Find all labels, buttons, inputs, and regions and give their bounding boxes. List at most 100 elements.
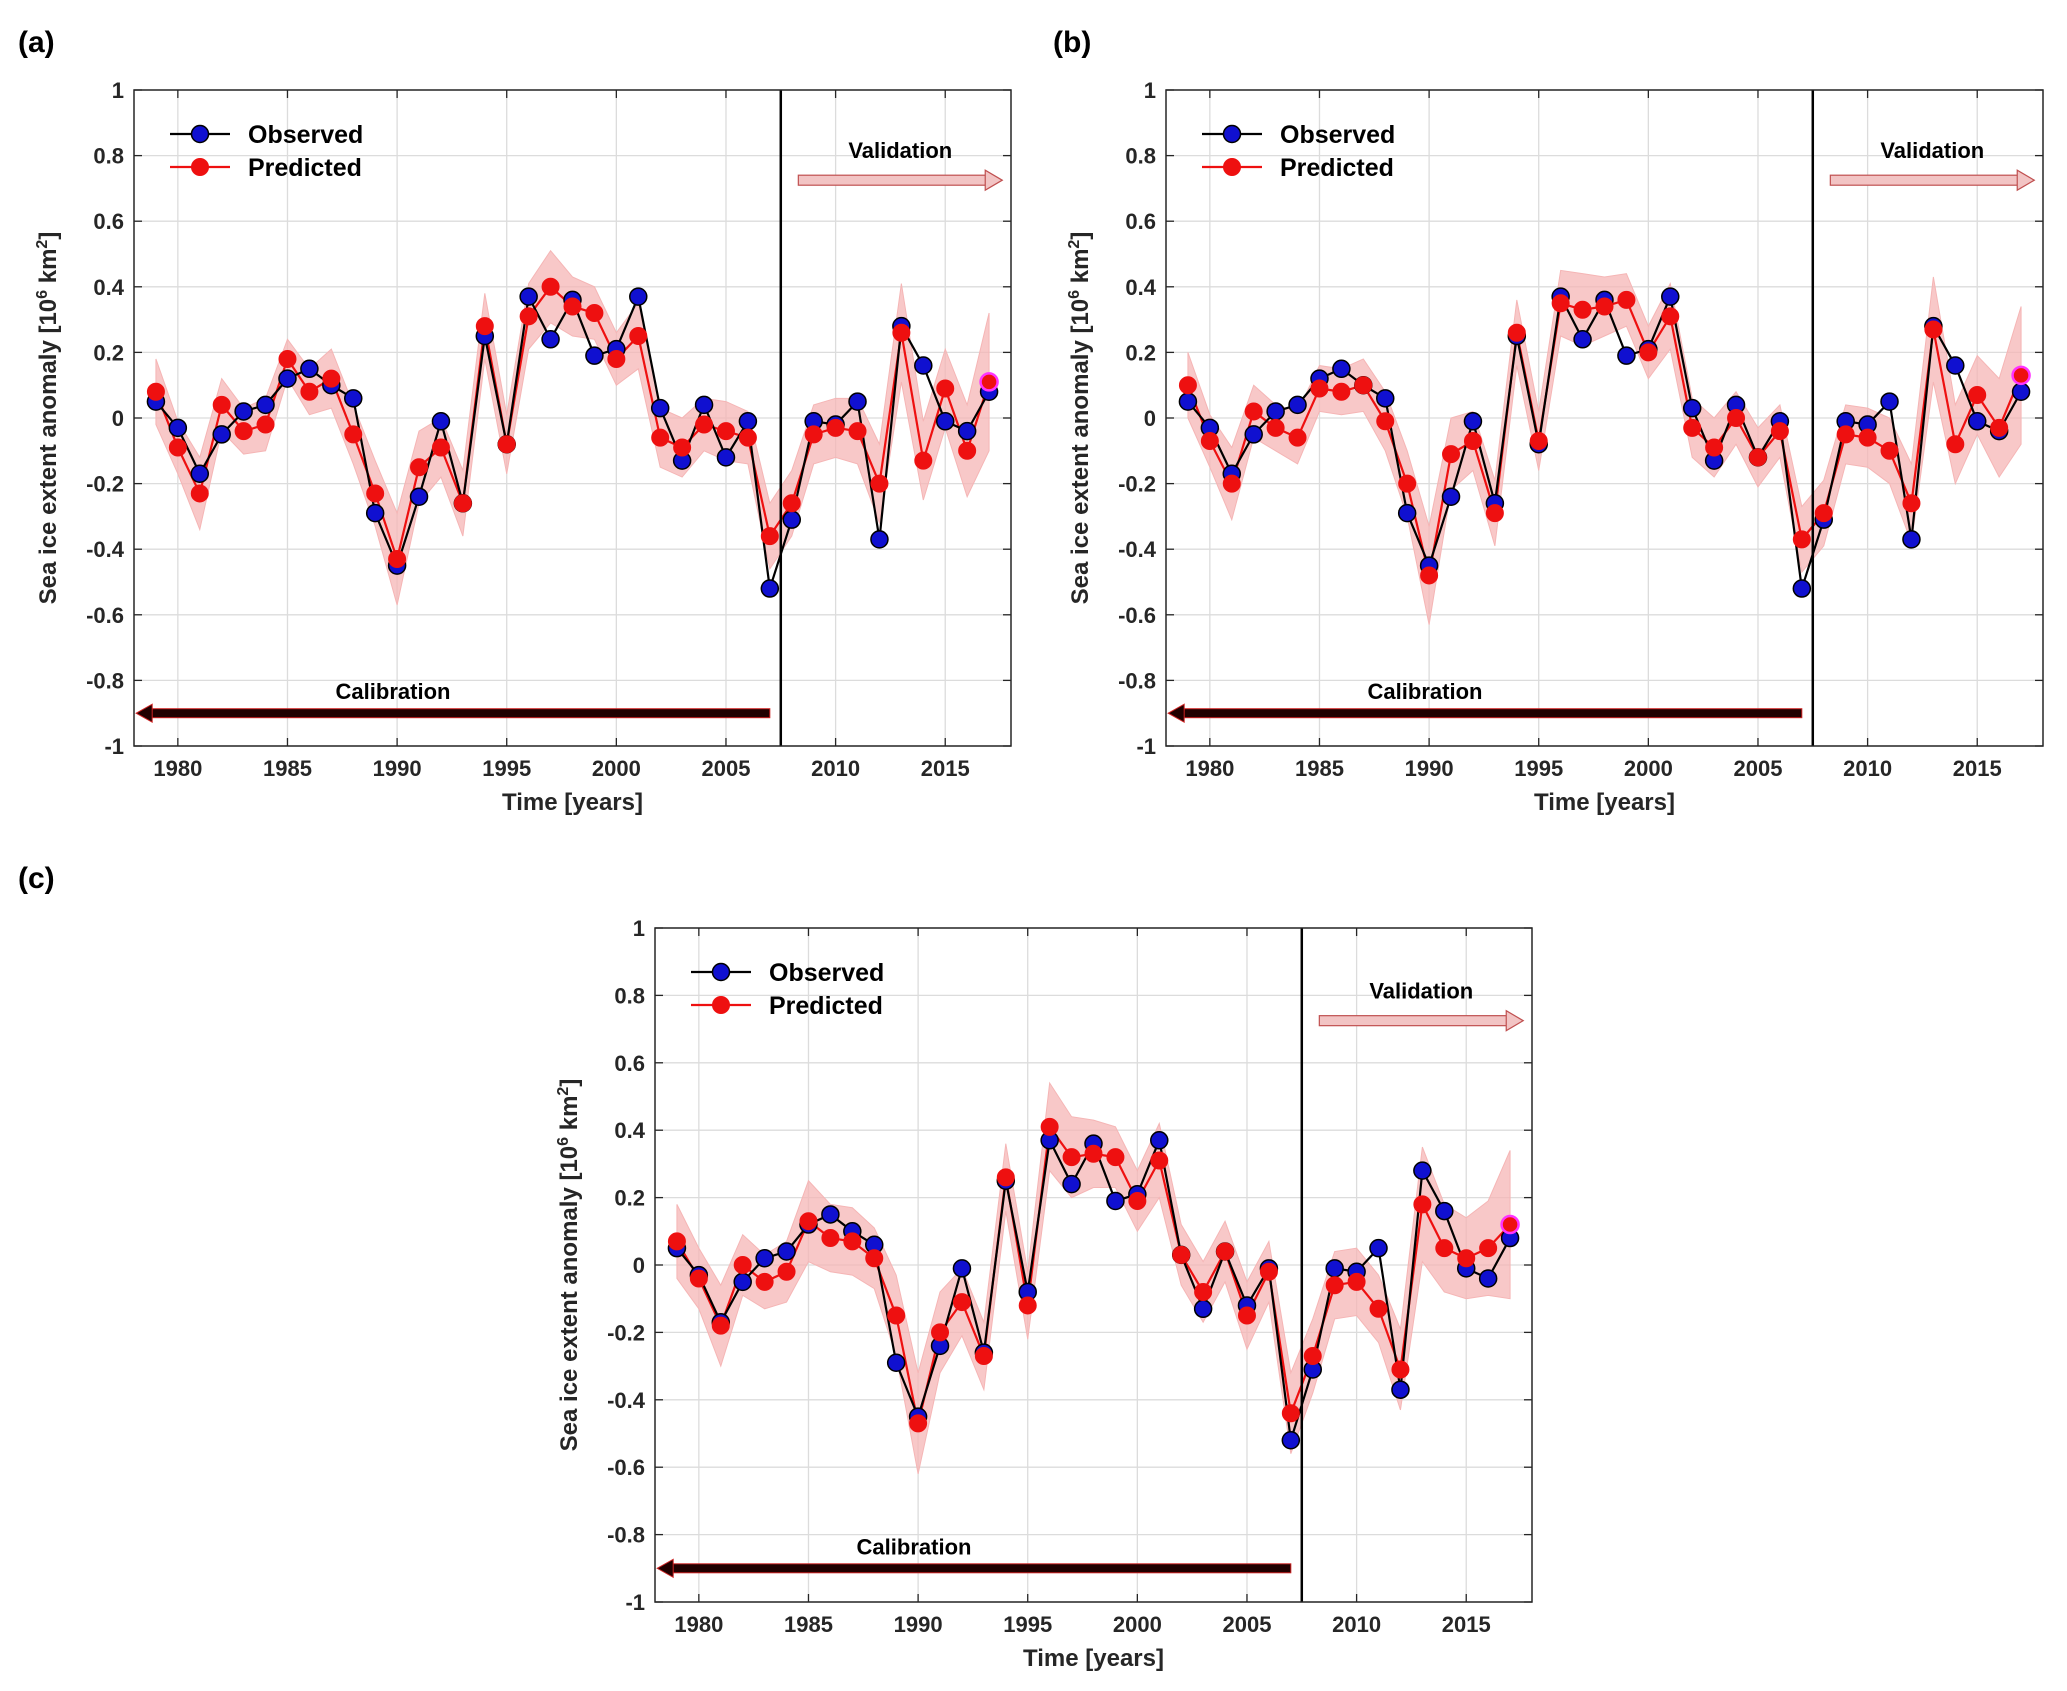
panel-label: (c) bbox=[18, 862, 55, 895]
observed-point bbox=[212, 425, 231, 444]
predicted-point bbox=[212, 395, 231, 414]
predicted-point bbox=[278, 349, 297, 368]
predicted-point bbox=[1040, 1117, 1059, 1136]
validation-arrow-head bbox=[2016, 169, 2036, 192]
predicted-point bbox=[1858, 428, 1877, 447]
y-tick-label: -0.4 bbox=[607, 1388, 646, 1413]
predicted-point bbox=[821, 1229, 840, 1248]
y-tick-label: -0.4 bbox=[1118, 537, 1157, 562]
y-axis-label-part: 2 bbox=[555, 1087, 572, 1096]
predicted-point bbox=[1222, 474, 1241, 493]
predicted-point bbox=[1347, 1272, 1366, 1291]
predicted-point bbox=[1413, 1195, 1432, 1214]
x-axis-label: Time [years] bbox=[1023, 1645, 1164, 1672]
predicted-point bbox=[1661, 307, 1680, 326]
y-axis-label-part: Sea ice extent anomaly [10 bbox=[35, 299, 62, 604]
observed-point bbox=[1441, 487, 1461, 506]
predicted-point bbox=[1172, 1245, 1191, 1264]
predicted-point bbox=[146, 382, 165, 401]
legend-observed-label: Observed bbox=[248, 121, 363, 149]
x-tick-label: 2015 bbox=[921, 756, 970, 781]
legend-predicted-marker bbox=[712, 996, 730, 1014]
predicted-point bbox=[190, 484, 209, 503]
observed-point bbox=[519, 287, 538, 306]
legend-observed-label: Observed bbox=[769, 959, 884, 987]
observed-point bbox=[935, 412, 955, 431]
predicted-point bbox=[909, 1414, 928, 1433]
observed-point bbox=[1682, 398, 1702, 418]
y-tick-label: -0.2 bbox=[86, 472, 124, 497]
predicted-point bbox=[1194, 1282, 1213, 1301]
calibration-label: Calibration bbox=[1368, 679, 1483, 704]
y-tick-label: -0.4 bbox=[86, 537, 125, 562]
y-tick-label: -0.2 bbox=[607, 1320, 645, 1345]
predicted-point bbox=[1639, 343, 1658, 362]
predicted-point bbox=[887, 1306, 906, 1325]
predicted-point bbox=[1018, 1296, 1037, 1315]
y-tick-label: 0.2 bbox=[614, 1186, 645, 1211]
predicted-point bbox=[1705, 438, 1724, 457]
predicted-point bbox=[1946, 435, 1965, 454]
observed-point bbox=[1369, 1238, 1388, 1258]
predicted-point bbox=[1748, 448, 1767, 467]
y-axis-label: Sea ice extent anomaly [106 km2] bbox=[34, 232, 62, 605]
calibration-label: Calibration bbox=[336, 679, 451, 704]
y-tick-label: 0.2 bbox=[1125, 340, 1156, 365]
x-tick-label: 1980 bbox=[674, 1612, 723, 1637]
observed-point bbox=[760, 579, 780, 598]
validation-arrow-shaft bbox=[797, 174, 987, 186]
observed-point bbox=[2011, 382, 2031, 402]
observed-point bbox=[1281, 1430, 1301, 1450]
observed-point bbox=[914, 356, 933, 375]
predicted-point bbox=[1288, 428, 1307, 447]
y-axis-label-part: Sea ice extent anomaly [10 bbox=[1067, 299, 1094, 604]
predicted-point bbox=[979, 372, 999, 392]
predicted-point bbox=[1266, 418, 1285, 437]
observed-point bbox=[738, 412, 758, 431]
predicted-point bbox=[234, 422, 253, 441]
observed-point bbox=[541, 330, 560, 349]
predicted-point bbox=[1479, 1239, 1498, 1258]
predicted-point bbox=[1727, 409, 1746, 427]
observed-point bbox=[1062, 1174, 1081, 1194]
chart-panel-2: (b) Calibration Validation Observed Predicte… bbox=[1053, 26, 2044, 816]
observed-point bbox=[694, 395, 714, 415]
y-tick-label: 0 bbox=[112, 406, 124, 431]
observed-point bbox=[365, 503, 385, 523]
y-axis-label-part: 2 bbox=[34, 240, 51, 249]
predicted-point bbox=[1683, 418, 1702, 437]
calibration-arrow-head bbox=[135, 703, 153, 724]
predicted-point bbox=[519, 307, 538, 326]
predicted-point bbox=[1463, 431, 1482, 450]
predicted-point bbox=[1150, 1151, 1169, 1170]
predicted-point bbox=[256, 415, 275, 434]
observed-point bbox=[952, 1259, 972, 1278]
predicted-point bbox=[1442, 445, 1461, 464]
y-tick-label: -1 bbox=[1136, 734, 1156, 759]
observed-point bbox=[1376, 389, 1395, 408]
observed-point bbox=[650, 398, 670, 418]
x-tick-label: 2010 bbox=[1332, 1612, 1381, 1637]
predicted-point bbox=[826, 418, 845, 437]
validation-arrow-head bbox=[1505, 1009, 1525, 1032]
x-tick-label: 1990 bbox=[373, 756, 422, 781]
calibration-label: Calibration bbox=[857, 1534, 972, 1559]
predicted-point bbox=[996, 1168, 1015, 1187]
validation-arrow-head bbox=[984, 169, 1004, 192]
observed-point bbox=[870, 530, 889, 549]
x-tick-label: 2010 bbox=[811, 756, 860, 781]
predicted-point bbox=[1770, 422, 1789, 441]
predicted-point bbox=[168, 438, 187, 457]
observed-point bbox=[1193, 1299, 1213, 1319]
y-tick-label: 0 bbox=[633, 1253, 645, 1278]
predicted-point bbox=[1617, 290, 1636, 309]
predicted-point bbox=[892, 323, 911, 342]
predicted-point bbox=[366, 484, 385, 503]
predicted-point bbox=[1435, 1239, 1454, 1258]
predicted-point bbox=[711, 1316, 730, 1335]
x-tick-label: 1985 bbox=[1295, 756, 1344, 781]
predicted-point bbox=[453, 494, 472, 513]
predicted-point bbox=[738, 428, 757, 447]
panel-label: (a) bbox=[18, 26, 55, 59]
observed-point bbox=[1332, 359, 1351, 379]
